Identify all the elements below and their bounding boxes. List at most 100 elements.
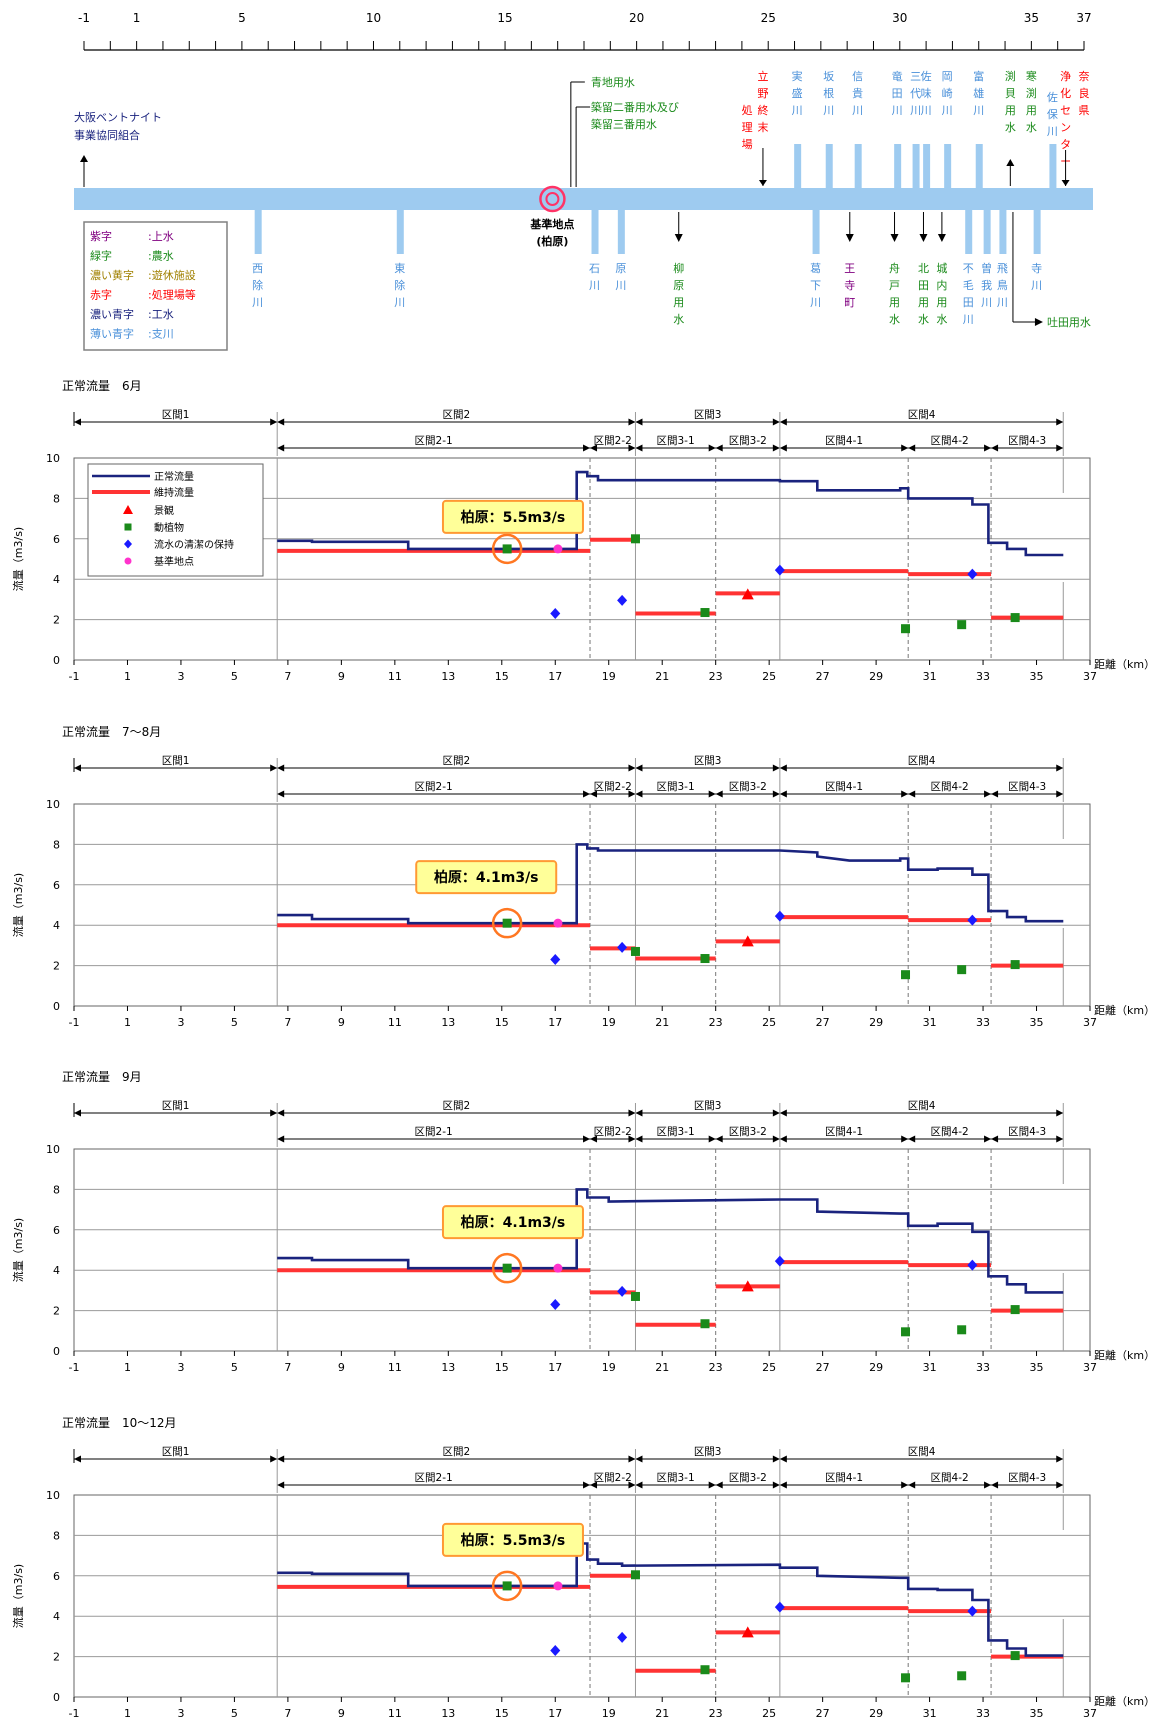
river-band — [74, 188, 1093, 210]
intake-arrow-head — [674, 234, 683, 242]
callout-box — [415, 860, 558, 895]
section-arrow-head — [635, 790, 643, 798]
subsection-label: 区間4-1 — [825, 1472, 863, 1484]
tributary-label-top: 渕 — [1026, 86, 1037, 100]
company-label: 事業協同組合 — [74, 128, 140, 142]
flora-fauna-marker — [1010, 613, 1020, 623]
tributary-label-top: 保 — [1047, 107, 1058, 121]
section-arrow-head — [628, 1455, 636, 1463]
section-label: 区間2 — [442, 1100, 470, 1112]
y-tick-label: 10 — [46, 452, 60, 465]
tributary-label-top: 盛 — [792, 86, 803, 100]
reference-marker — [553, 544, 563, 554]
section-arrow-head — [1056, 790, 1064, 798]
x-tick-label: 11 — [388, 1016, 402, 1029]
tributary-stub — [999, 210, 1007, 254]
x-axis-label: 距離（km） — [1094, 1348, 1155, 1362]
scale-tick-label: 25 — [761, 11, 776, 25]
cleanliness-marker — [617, 1631, 628, 1643]
tributary-label-bottom: 水 — [889, 313, 900, 326]
flora-fauna-marker — [502, 544, 512, 554]
tributary-stub — [965, 210, 973, 254]
color-legend-value: :遊休施設 — [148, 268, 196, 282]
section-arrow-head — [1056, 1481, 1064, 1489]
tributary-label-bottom: 田 — [918, 279, 929, 292]
reference-highlight-circle — [491, 907, 523, 939]
tributary-stub — [812, 210, 820, 254]
section-arrow-head — [277, 418, 285, 426]
reference-marker — [553, 1581, 563, 1591]
tributary-label-top: 浄 — [1060, 69, 1071, 83]
section-arrow-head — [908, 1135, 916, 1143]
section-arrow-head — [991, 1481, 999, 1489]
x-tick-label: 33 — [976, 670, 990, 683]
intake-arrow-head — [1006, 159, 1015, 166]
tributary-label-bottom: 水 — [936, 313, 947, 326]
scale-tick-label: 5 — [238, 11, 246, 25]
tributary-stub — [894, 144, 902, 188]
tributary-label-top: 川 — [942, 104, 953, 117]
section-arrow-head — [708, 1135, 716, 1143]
cleanliness-marker — [774, 564, 785, 576]
color-legend-box — [83, 221, 228, 351]
tributary-label-bottom: 城 — [936, 262, 947, 275]
tributary-label-bottom: 戸 — [889, 279, 900, 292]
x-tick-label: 5 — [231, 1016, 238, 1029]
y-tick-label: 4 — [53, 573, 60, 586]
tributary-label-top: 貴 — [852, 86, 863, 100]
subsection-label: 区間4-1 — [825, 1126, 863, 1138]
tributary-label-top: 岡 — [942, 70, 953, 83]
section-arrow-head — [901, 1481, 909, 1489]
section-arrow-head — [270, 1109, 278, 1117]
flora-fauna-marker — [700, 1319, 710, 1329]
tributary-label-bottom: 川 — [615, 279, 626, 292]
callout-text: 柏原：4.1m3/s — [461, 1214, 566, 1231]
tributary-label-top: 雄 — [973, 86, 984, 100]
chart-title: 正常流量 7～8月 — [62, 725, 161, 739]
subsection-label: 区間2-1 — [415, 435, 453, 447]
tributary-label-bottom: 寺 — [1031, 262, 1042, 275]
tributary-label-bottom: 石 — [589, 262, 600, 275]
x-tick-label: 15 — [495, 1016, 509, 1029]
section-label: 区間1 — [162, 1446, 190, 1458]
section-arrow-head — [908, 790, 916, 798]
y-tick-label: 2 — [53, 1651, 60, 1664]
tributary-label-top: セ — [1060, 104, 1071, 117]
section-arrow-head — [991, 1135, 999, 1143]
reference-point-label: (柏原) — [536, 234, 568, 248]
x-tick-label: 3 — [177, 1016, 184, 1029]
section-arrow-head — [628, 444, 636, 452]
flora-fauna-marker — [502, 1581, 512, 1591]
y-tick-label: 6 — [53, 1570, 60, 1583]
intake-label: 築留三番用水 — [591, 117, 657, 131]
color-legend-key: 薄い青字 — [90, 327, 134, 341]
scale-tick-label: -1 — [78, 11, 90, 25]
section-arrow-head — [270, 418, 278, 426]
tributary-label-top: 処 — [742, 104, 753, 117]
section-arrow-head — [635, 444, 643, 452]
cleanliness-marker — [617, 941, 628, 953]
section-arrow-head — [772, 790, 780, 798]
section-arrow-head — [991, 790, 999, 798]
tributary-label-top: 野 — [757, 87, 768, 100]
tofuda-arrow-head — [1034, 318, 1043, 326]
intake-arrow-head — [1061, 180, 1070, 186]
cleanliness-marker — [774, 910, 785, 922]
x-tick-label: 37 — [1083, 670, 1097, 683]
section-arrow-head — [901, 1135, 909, 1143]
subsection-label: 区間2-1 — [415, 1472, 453, 1484]
y-tick-label: 0 — [53, 1345, 60, 1358]
reference-point-marker — [539, 185, 566, 213]
y-axis-label: 流量（m3/s) — [11, 1564, 25, 1628]
x-tick-label: -1 — [69, 670, 80, 683]
section-label: 区間2 — [442, 409, 470, 421]
tributary-label-top: 川 — [921, 104, 932, 117]
tributary-label-top: 崎 — [942, 86, 953, 100]
section-arrow-head — [984, 1135, 992, 1143]
subsection-label: 区間2-2 — [594, 781, 632, 793]
x-tick-label: 1 — [124, 1361, 131, 1374]
section-arrow-head — [772, 444, 780, 452]
tributary-label-bottom: 川 — [981, 296, 992, 309]
x-tick-label: -1 — [69, 1361, 80, 1374]
x-tick-label: 15 — [495, 670, 509, 683]
